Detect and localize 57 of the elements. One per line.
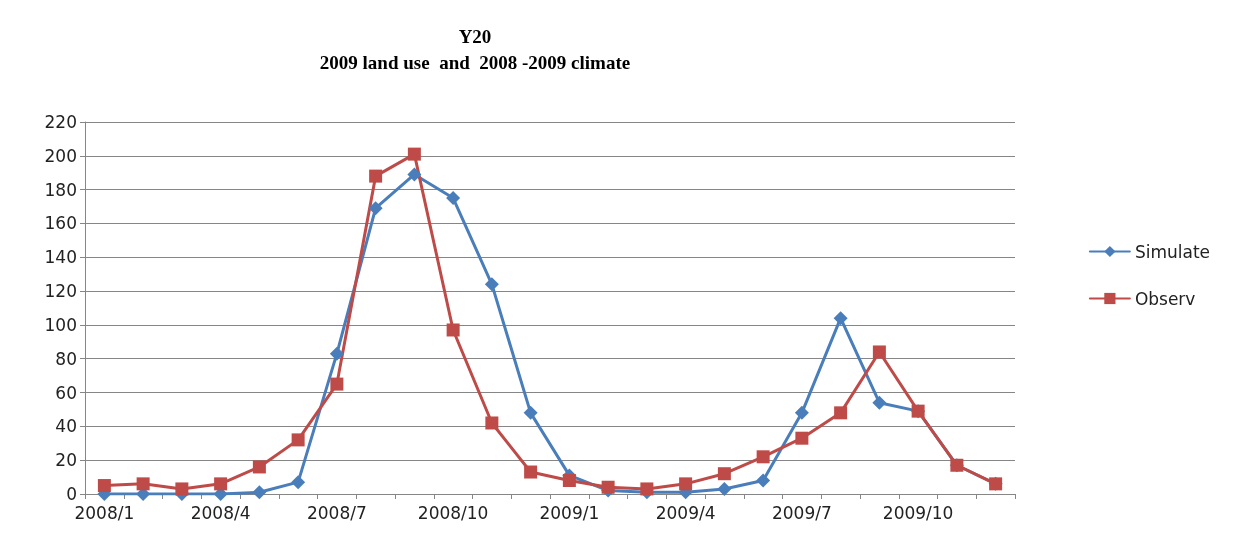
x-tick-label: 2008/1 bbox=[74, 502, 135, 523]
point bbox=[795, 431, 809, 445]
y-tick-label: 140 bbox=[44, 247, 77, 268]
point bbox=[484, 277, 499, 292]
point bbox=[834, 406, 848, 420]
y-tick-label: 120 bbox=[44, 281, 77, 302]
y-tick-label: 0 bbox=[66, 484, 77, 504]
y-tick-label: 80 bbox=[55, 348, 77, 369]
point bbox=[252, 485, 267, 500]
x-tick-label: 2008/4 bbox=[190, 502, 251, 523]
point bbox=[794, 405, 809, 420]
point bbox=[329, 346, 344, 361]
legend-label: Simulate bbox=[1134, 241, 1211, 262]
point bbox=[368, 201, 383, 216]
point bbox=[175, 482, 189, 496]
point bbox=[330, 377, 344, 391]
x-tick-label: 2009/7 bbox=[771, 502, 832, 523]
x-tick-label: 2008/7 bbox=[306, 502, 367, 523]
point bbox=[524, 465, 538, 479]
point bbox=[833, 311, 848, 326]
point bbox=[523, 405, 538, 420]
point bbox=[485, 416, 499, 430]
point bbox=[446, 323, 460, 337]
point bbox=[136, 477, 150, 491]
y-tick-label: 40 bbox=[55, 416, 77, 437]
point bbox=[291, 433, 305, 447]
point bbox=[756, 473, 771, 488]
point bbox=[407, 167, 422, 182]
point bbox=[214, 477, 228, 491]
x-tick-label: 2009/4 bbox=[655, 502, 716, 523]
point bbox=[717, 467, 731, 481]
y-tick-label: 200 bbox=[44, 145, 77, 166]
point bbox=[601, 480, 615, 494]
point bbox=[97, 479, 111, 493]
point bbox=[369, 169, 383, 183]
x-tick-label: 2008/10 bbox=[417, 502, 489, 523]
point bbox=[407, 147, 421, 161]
point bbox=[252, 460, 266, 474]
x-tick-label: 2009/1 bbox=[539, 502, 600, 523]
y-tick-label: 100 bbox=[44, 314, 77, 335]
y-tick-label: 220 bbox=[44, 112, 77, 132]
y-tick-label: 20 bbox=[55, 450, 77, 471]
point bbox=[872, 345, 886, 359]
legend-label: Observ bbox=[1134, 288, 1196, 309]
point bbox=[872, 395, 887, 410]
point bbox=[717, 481, 732, 496]
y-tick-label: 160 bbox=[44, 213, 77, 234]
x-tick-label: 2009/10 bbox=[882, 502, 954, 523]
y-tick-label: 180 bbox=[44, 179, 77, 200]
point bbox=[640, 482, 654, 496]
point bbox=[446, 191, 461, 206]
point bbox=[756, 450, 770, 464]
chart-title: Y20 2009 land use and 2008 -2009 climate bbox=[319, 25, 631, 73]
y-tick-label: 60 bbox=[55, 382, 77, 403]
point bbox=[562, 473, 576, 487]
point bbox=[291, 475, 306, 490]
point bbox=[679, 477, 693, 491]
